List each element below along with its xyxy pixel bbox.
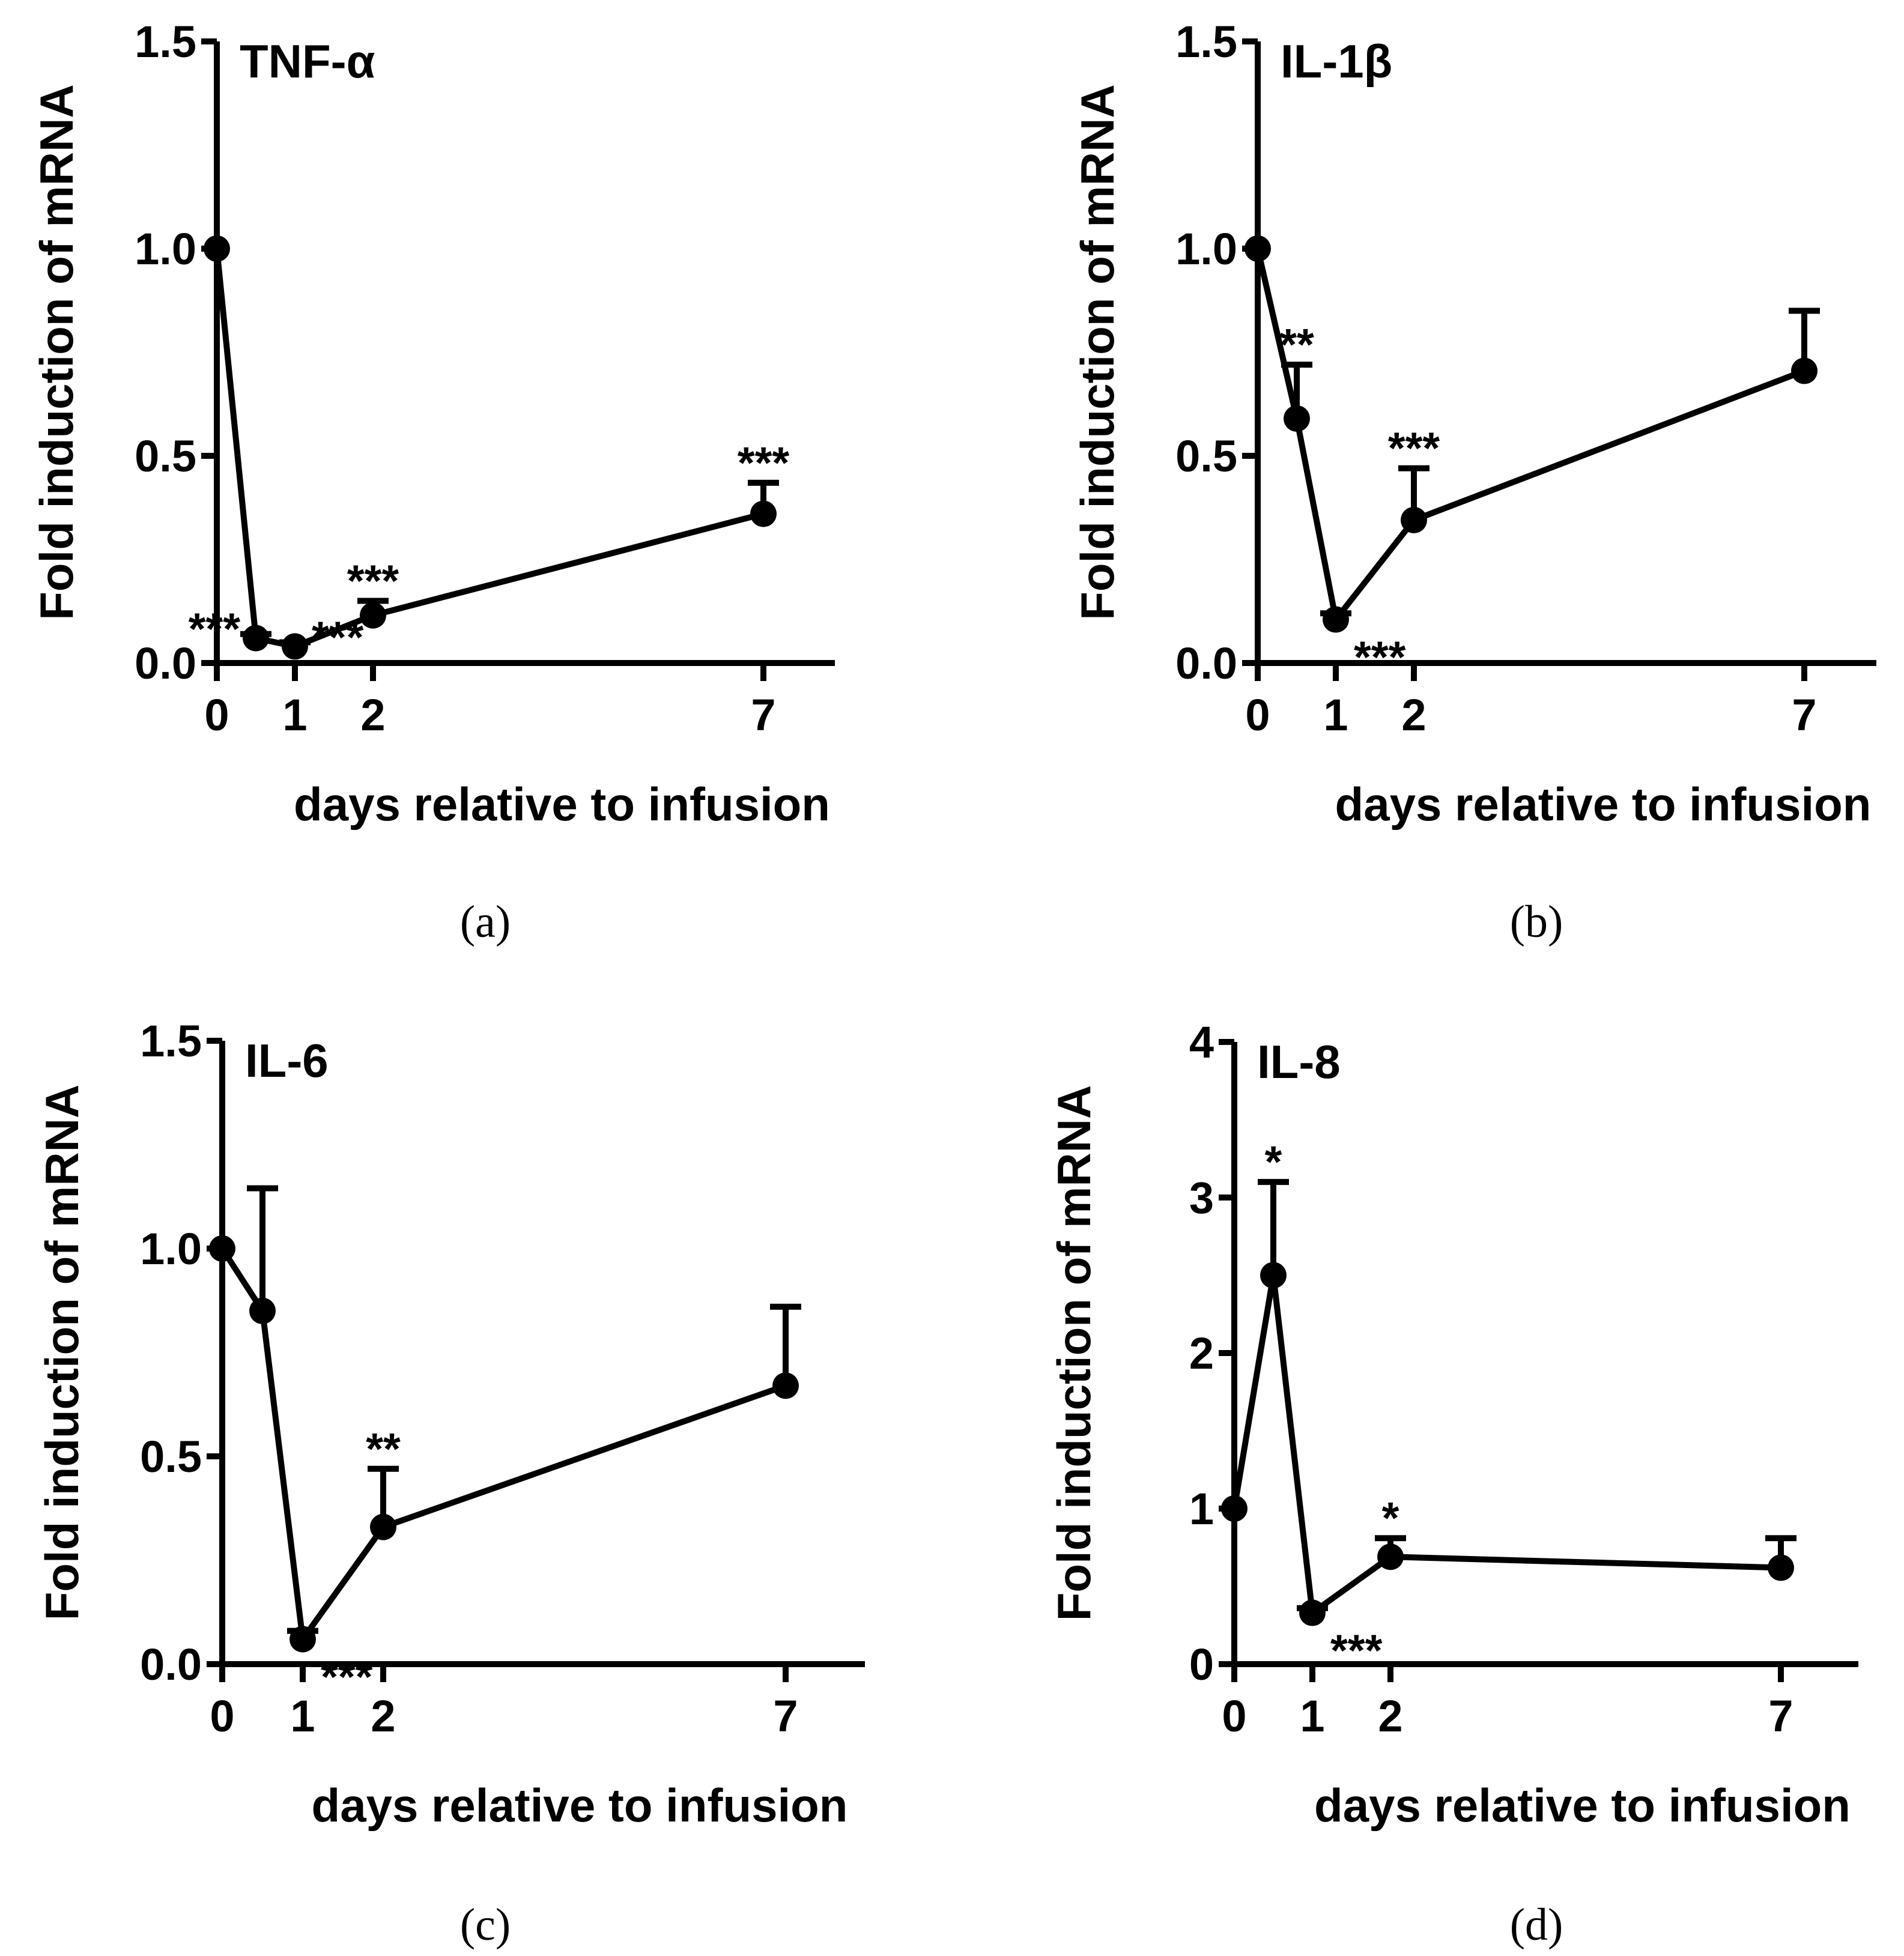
panel-d-caption: (d)	[1510, 1900, 1563, 1950]
panel-d-y-tick-label: 3	[1189, 1173, 1214, 1223]
panel-a-x-tick-label: 2	[360, 690, 385, 740]
panel-b-x-tick-label: 1	[1323, 690, 1348, 740]
panel-a-y-tick-label: 1.5	[135, 17, 196, 67]
panel-c-y-tick-label: 0.0	[140, 1640, 202, 1689]
panel-d-series-line	[1231, 1272, 1781, 1616]
panel-b-x-tick-label: 0	[1245, 690, 1270, 740]
panel-a-y-tick-label: 0.5	[135, 431, 196, 481]
panel-c-y-tick-label: 0.5	[140, 1432, 202, 1482]
panel-d-x-axis-label: days relative to infusion	[1314, 1779, 1851, 1832]
panel-c-significance-label: ***	[321, 1652, 373, 1701]
panel-c-x-tick-label: 1	[290, 1691, 315, 1741]
panel-d-data-point	[1377, 1543, 1404, 1570]
panel-b-y-tick-label: 1.0	[1175, 224, 1237, 274]
panel-d-y-tick-label: 0	[1189, 1640, 1214, 1689]
panel-c-data-point	[370, 1513, 396, 1540]
panel-a-title: TNF-α	[240, 35, 375, 88]
panel-b-data-point	[1323, 606, 1349, 633]
panel-b-significance-label: ***	[1388, 423, 1440, 473]
panel-a-data-point	[750, 500, 777, 527]
panel-d-y-tick-label: 1	[1189, 1484, 1214, 1534]
panel-d-y-axis-label: Fold induction of mRNA	[1048, 1085, 1100, 1621]
panel-c-x-axis-label: days relative to infusion	[312, 1779, 848, 1832]
panel-d-data-point	[1299, 1599, 1326, 1626]
panel-a-y-tick-label: 1.0	[135, 224, 196, 274]
panel-a-significance-label: ***	[738, 438, 790, 488]
panel-c-y-axis-label: Fold induction of mRNA	[35, 1085, 88, 1621]
panel-d-title: IL-8	[1257, 1035, 1341, 1088]
panel-a-data-point	[360, 602, 386, 629]
panel-a-data-point	[243, 625, 269, 652]
panel-b-data-point	[1284, 405, 1310, 432]
panel-c-data-point	[209, 1235, 235, 1262]
panel-d-x-tick-label: 1	[1300, 1691, 1324, 1741]
panel-c-x-tick-label: 0	[210, 1691, 234, 1741]
panel-c-x-tick-label: 2	[371, 1691, 395, 1741]
panel-b-y-axis-label: Fold induction of mRNA	[1071, 84, 1124, 620]
panel-c-x-tick-label: 7	[773, 1691, 798, 1741]
panel-c-y-tick-label: 1.0	[140, 1224, 202, 1274]
panel-a-series-line	[214, 248, 765, 650]
panel-d-significance-label: ***	[1330, 1626, 1383, 1676]
panel-b-data-point	[1401, 506, 1427, 533]
panel-a-x-tick-label: 0	[204, 690, 229, 740]
panel-c-data-point	[249, 1297, 276, 1324]
panel-a-significance-label: ***	[189, 604, 241, 654]
panel-a-y-tick-label: 0.0	[135, 638, 196, 688]
panel-a-x-tick-label: 1	[282, 690, 307, 740]
panel-b-title: IL-1β	[1281, 35, 1392, 88]
panel-a-y-axis-label: Fold induction of mRNA	[30, 84, 83, 620]
panel-c-y-tick-label: 1.5	[140, 1016, 202, 1066]
panel-b-x-axis-label: days relative to infusion	[1335, 778, 1872, 831]
panel-b-x-tick-label: 2	[1401, 690, 1426, 740]
panel-c-series-line	[219, 1247, 787, 1643]
panel-d-y-tick-label: 4	[1189, 1017, 1214, 1067]
panel-c-title: IL-6	[245, 1034, 329, 1087]
panel-c-data-point	[290, 1626, 316, 1653]
panel-b-data-point	[1245, 235, 1271, 262]
panel-a-data-point	[204, 235, 230, 262]
panel-b-y-tick-label: 1.5	[1175, 17, 1237, 67]
panel-d-data-point	[1221, 1495, 1248, 1522]
panel-d-significance-label: *	[1265, 1137, 1282, 1187]
panel-c-significance-label: **	[366, 1424, 401, 1474]
panel-a-x-tick-label: 7	[751, 690, 775, 740]
panel-b-y-tick-label: 0.5	[1175, 431, 1237, 481]
panel-b-data-point	[1791, 357, 1818, 384]
panel-a-data-point	[282, 633, 308, 660]
panel-d-y-tick-label: 2	[1189, 1328, 1214, 1378]
panel-a-caption: (a)	[460, 897, 511, 947]
panel-d-x-tick-label: 7	[1768, 1691, 1793, 1741]
panel-d-x-tick-label: 2	[1378, 1691, 1402, 1741]
panel-b-x-tick-label: 7	[1792, 690, 1816, 740]
panel-b-significance-label: **	[1279, 319, 1314, 369]
panel-d-significance-label: *	[1382, 1493, 1399, 1543]
panel-d-x-tick-label: 0	[1222, 1691, 1246, 1741]
panel-a-x-axis-label: days relative to infusion	[294, 778, 830, 831]
panel-a-significance-label: ***	[312, 612, 364, 662]
panel-b-significance-label: ***	[1354, 632, 1406, 682]
panel-d-data-point	[1260, 1262, 1287, 1289]
panel-d-data-point	[1768, 1554, 1794, 1581]
panel-c-caption: (c)	[460, 1900, 511, 1950]
panel-b-caption: (b)	[1510, 897, 1563, 947]
panel-a-significance-label: ***	[347, 556, 399, 606]
panel-b-y-tick-label: 0.0	[1175, 638, 1237, 688]
panel-c-data-point	[772, 1372, 799, 1399]
panel-b-series-line	[1255, 247, 1805, 623]
